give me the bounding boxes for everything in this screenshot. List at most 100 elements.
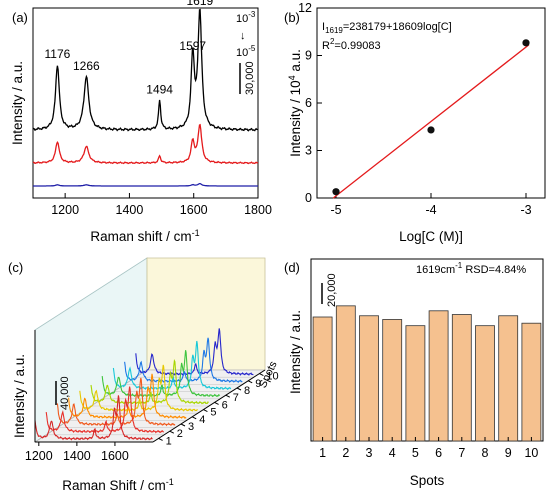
spot-spectrum-line: [112, 340, 232, 391]
y-tick-label: 3: [305, 144, 312, 158]
spot-bar: [451, 314, 472, 442]
panel-c-y-axis-title: Intensity / a.u.: [12, 354, 27, 438]
spot-tick-mark: [158, 437, 163, 441]
spot-tick-label: 4: [199, 414, 205, 426]
panel-b-label: (b): [284, 10, 300, 25]
spectrum-line: [33, 182, 258, 187]
spot-bar: [382, 319, 403, 442]
x-tick-label: 1600: [180, 203, 208, 217]
spot-tick-mark: [236, 387, 242, 391]
panel-b-frame: [316, 7, 546, 199]
x-tick-label: 10: [524, 446, 538, 460]
fit-line: [332, 44, 530, 199]
peak-label: 1597: [179, 39, 206, 53]
x-tick-label: 9: [505, 446, 512, 460]
x-tick-label: 1400: [116, 203, 144, 217]
rsd-annotation: 1619cm-1 RSD=4.84%: [416, 261, 526, 276]
spot-bar: [498, 315, 519, 442]
fit-r-squared: R2=0.99083: [322, 37, 381, 52]
panel-d-frame: [310, 258, 544, 442]
spot-tick-label: 10: [266, 371, 278, 383]
spot-tick-mark: [203, 409, 208, 413]
panel-c-scale-label: 40,000: [59, 376, 71, 410]
panel-d-reproducibility: (d) 1 2 3 4 5 6 7 8 9 10 1619cm-1 RSD=4.84% 20,00…: [284, 258, 544, 488]
panel-c-spot-axis: [152, 369, 266, 443]
y-tick-label: 12: [298, 1, 312, 15]
panel-d-x-ticks: 1 2 3 4 5 6 7 8 9 10: [319, 437, 538, 460]
concentration-low-label: 10-5: [236, 44, 256, 59]
spot-bar: [428, 310, 449, 442]
data-point: [332, 188, 340, 196]
spot-tick-label: 8: [244, 385, 250, 397]
concentration-arrow: ↓: [240, 30, 246, 42]
panel-b-points: [332, 39, 530, 196]
x-tick-label: -3: [520, 203, 531, 217]
x-tick-label: 8: [482, 446, 489, 460]
panel-b-x-ticks: -5 -4 -3: [330, 193, 532, 217]
spot-tick-label: 3: [188, 421, 194, 433]
x-tick-label: 1800: [244, 203, 272, 217]
x-tick-label: 1600: [101, 449, 129, 463]
peak-label: 1266: [73, 59, 100, 73]
x-tick-label: -5: [330, 203, 341, 217]
y-tick-label: 0: [305, 191, 312, 205]
panel-a-label: (a): [12, 10, 28, 25]
panel-a-y-axis-title: Intensity / a.u.: [10, 61, 25, 145]
spot-tick-mark: [169, 430, 175, 434]
x-tick-label: 1400: [63, 449, 91, 463]
spot-tick-mark: [180, 423, 186, 427]
spot-bar: [521, 322, 542, 442]
concentration-high-label: 10-3: [236, 10, 256, 25]
spot-spectrum-line: [34, 395, 153, 441]
panel-c-label: (c): [8, 260, 23, 275]
spectrum-line: [32, 123, 259, 165]
spot-tick-label: 9: [255, 378, 261, 390]
panel-a-scale-label: 30,000: [244, 61, 256, 95]
x-tick-label: 4: [389, 446, 396, 460]
data-point: [522, 39, 530, 47]
spot-spectrum-line: [135, 328, 254, 376]
panel-d-x-axis-title: Spots: [410, 473, 445, 488]
panel-b-x-axis-title: Log[C (M)]: [399, 229, 463, 244]
peak-label: 1494: [146, 83, 173, 97]
spot-tick-mark: [225, 394, 231, 398]
panel-b-y-axis-title: Intensity / 104 a.u.: [287, 49, 303, 157]
panel-a-frame: [32, 7, 259, 199]
data-point: [427, 126, 435, 134]
spot-tick-label: 2: [177, 428, 183, 440]
spot-tick-label: 6: [222, 399, 228, 411]
spot-spectrum-line: [56, 377, 176, 427]
x-tick-label: 5: [412, 446, 419, 460]
spot-tick-mark: [259, 373, 264, 377]
panel-d-scale-label: 20,000: [326, 273, 338, 307]
panel-a-spectra-group: [32, 8, 259, 187]
panel-d-bars: [312, 305, 542, 442]
spot-tick-mark: [247, 380, 253, 384]
spot-tick-mark: [191, 416, 197, 420]
spot-spectrum-line: [101, 350, 221, 398]
panel-a-x-ticks: 1200 1400 1600 1800: [51, 193, 272, 217]
spot-spectrum-line: [45, 386, 164, 434]
panel-c-x-axis-title: Raman Shift / cm-1: [62, 477, 174, 493]
x-tick-label: -4: [425, 203, 436, 217]
spot-bar: [335, 305, 356, 442]
peak-label: 1619: [186, 0, 213, 8]
spot-tick-label: 5: [210, 407, 216, 419]
x-tick-label: 6: [435, 446, 442, 460]
x-tick-label: 2: [342, 446, 349, 460]
panel-c-spectra-group: [34, 328, 254, 441]
panel-a-x-axis-title: Raman shift / cm-1: [90, 228, 199, 244]
spot-tick-mark: [214, 401, 219, 405]
x-tick-label: 1: [319, 446, 326, 460]
spot-spectrum-line: [90, 358, 209, 405]
spectrum-line: [32, 8, 259, 132]
spot-bar: [312, 316, 333, 442]
peak-label: 1176: [45, 47, 71, 61]
panel-d-label: (d): [284, 260, 300, 275]
panel-c-x-ticks: 1200 1400 1600: [25, 442, 129, 463]
